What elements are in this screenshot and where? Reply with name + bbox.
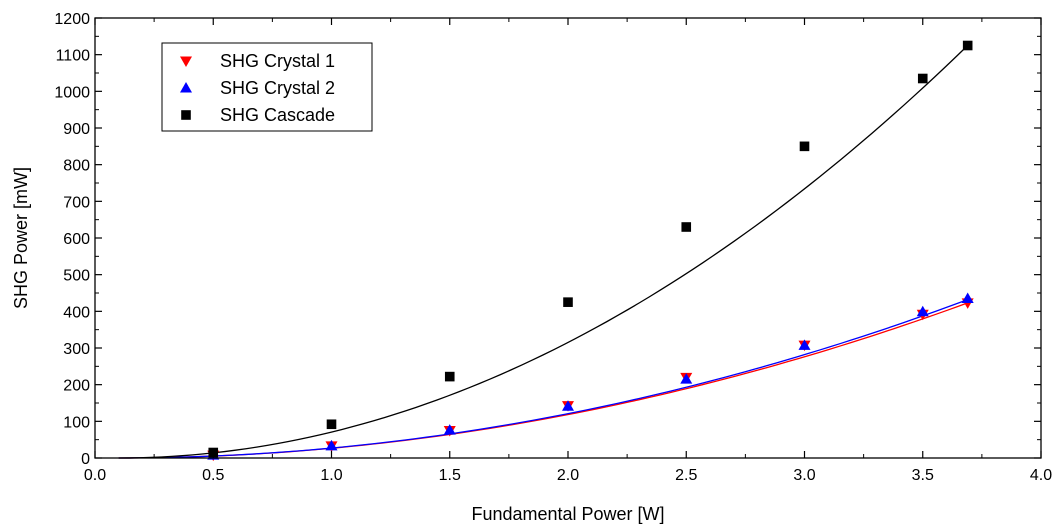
y-tick-label: 1000: [54, 84, 90, 101]
x-tick-label: 2.5: [675, 467, 697, 484]
triangle-up-marker: [562, 400, 574, 411]
square-marker: [181, 110, 191, 120]
x-tick-label: 4.0: [1030, 467, 1052, 484]
triangle-up-marker: [961, 292, 974, 303]
legend: SHG Crystal 1 SHG Crystal 2 SHG Cascade: [161, 42, 373, 132]
triangle-down-marker: [180, 56, 192, 67]
x-axis-label: Fundamental Power [W]: [471, 504, 664, 524]
y-tick-label: 300: [63, 341, 90, 358]
square-marker: [563, 297, 573, 307]
triangle-up-marker: [916, 305, 929, 317]
y-tick-label: 200: [63, 378, 90, 395]
triangle-up-marker: [180, 82, 192, 93]
x-tick-label: 3.0: [793, 467, 815, 484]
x-tick-label: 1.5: [439, 467, 461, 484]
y-tick-label: 800: [63, 158, 90, 175]
y-tick-label: 100: [63, 414, 90, 431]
triangle-up-marker: [680, 373, 693, 384]
triangle-up-marker: [798, 339, 811, 350]
y-tick-label: 0: [81, 451, 90, 468]
square-marker: [444, 371, 455, 382]
x-tick-label: 1.0: [320, 467, 342, 484]
y-tick-label: 1100: [56, 48, 91, 65]
square-marker: [799, 141, 810, 152]
legend-box: [161, 42, 373, 132]
y-tick-label: 1200: [54, 11, 90, 28]
x-axis-ticks: 0.0 0.5 1.0 1.5 2.0 2.5 3.0 3.5 4.0: [84, 18, 1052, 484]
y-tick-label: 500: [63, 268, 90, 285]
fit-lines: [118, 45, 969, 459]
y-tick-label: 400: [63, 304, 90, 321]
y-tick-label: 900: [63, 121, 90, 138]
y-axis-label: SHG Power [mW]: [11, 167, 31, 309]
x-tick-label: 3.5: [912, 467, 934, 484]
y-axis-ticks: 0 100 200 300 400 500 600 700 800 900 1000 1100 1200: [54, 11, 1041, 468]
legend-label: SHG Cascade: [220, 105, 335, 125]
square-marker: [962, 40, 973, 51]
legend-label: SHG Crystal 1: [220, 51, 335, 71]
x-tick-label: 2.0: [557, 467, 579, 484]
fit-line: [118, 45, 969, 459]
x-tick-label: 0.5: [202, 467, 224, 484]
y-tick-label: 600: [63, 231, 90, 248]
legend-label: SHG Crystal 2: [220, 78, 335, 98]
square-marker: [681, 222, 692, 232]
triangle-up-marker: [325, 439, 338, 451]
fit-line: [118, 302, 968, 459]
square-marker: [326, 419, 337, 430]
square-marker: [917, 73, 928, 84]
fit-line: [118, 298, 968, 459]
triangle-up-marker: [443, 424, 456, 435]
y-tick-label: 700: [63, 194, 90, 211]
x-tick-label: 0.0: [84, 467, 106, 484]
